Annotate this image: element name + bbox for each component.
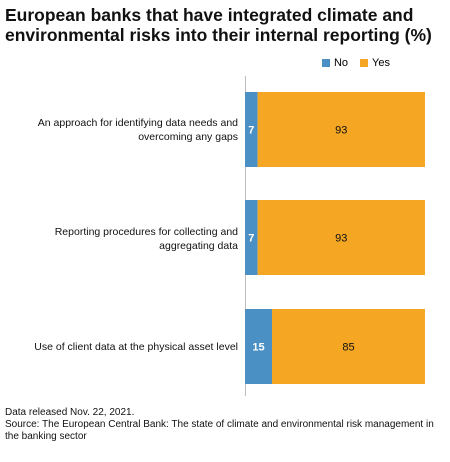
legend-label-no: No — [333, 57, 349, 69]
category-label: Use of client data at the physical asset… — [34, 341, 238, 353]
legend: No Yes — [321, 57, 390, 69]
bar-no — [245, 200, 258, 275]
release-note: Data released Nov. 22, 2021. — [5, 407, 135, 418]
bar-no — [245, 92, 258, 167]
category-label: An approach for identifying data needs a… — [37, 117, 238, 143]
footer: Data released Nov. 22, 2021. Source: The… — [5, 407, 445, 443]
data-label: 7 — [248, 233, 254, 245]
bar-yes — [257, 92, 425, 167]
data-label: 85 — [342, 342, 354, 354]
legend-label-yes: Yes — [372, 57, 390, 69]
data-label: 93 — [335, 233, 347, 245]
category-label: Reporting procedures for collecting and … — [54, 226, 238, 252]
legend-item-no: No — [321, 57, 349, 69]
source-note: Source: The European Central Bank: The s… — [5, 419, 434, 442]
legend-swatch-no — [321, 59, 330, 67]
bar-no — [245, 309, 272, 384]
bar-yes — [257, 200, 425, 275]
chart-title: European banks that have integrated clim… — [5, 5, 432, 45]
legend-swatch-yes — [360, 59, 369, 67]
bar-yes — [272, 309, 425, 384]
data-label: 7 — [248, 125, 254, 137]
data-label: 15 — [252, 342, 264, 354]
data-label: 93 — [335, 125, 347, 137]
legend-item-yes: Yes — [360, 57, 390, 69]
